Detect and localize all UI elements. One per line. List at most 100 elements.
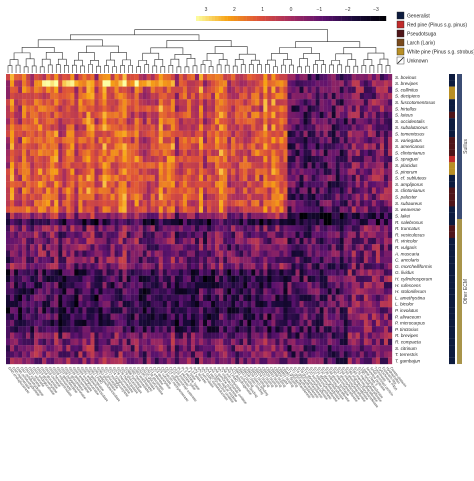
heatmap-cell [34,313,39,321]
heatmap-cell [114,181,119,188]
heatmap-cell [98,200,103,207]
heatmap-cell [263,193,268,201]
heatmap-cell [54,86,59,94]
heatmap-cell [82,357,87,365]
heatmap-cell [86,86,91,94]
heatmap-cell [295,80,300,87]
heatmap-cell [295,250,300,257]
heatmap-cell [126,294,131,302]
dendrogram-branch [138,60,148,67]
heatmap-cell [178,206,184,213]
heatmap-cell [359,200,364,207]
heatmap-cell [275,86,280,94]
heatmap-cell [170,345,176,352]
heatmap-cell [118,149,123,157]
heatmap-cell [331,256,336,264]
heatmap-cell [375,345,381,352]
heatmap-cell [315,307,320,314]
heatmap-cell [339,137,344,144]
heatmap-cell [235,149,240,157]
heatmap-cell [102,137,107,144]
heatmap-cell [110,74,115,81]
heatmap-cell [22,294,27,302]
heatmap-cell [223,187,228,194]
heatmap-cell [223,219,228,226]
heatmap-cell [363,256,369,264]
heatmap-cell [58,86,63,94]
heatmap-cell [287,307,292,314]
heatmap-cell [174,92,180,100]
heatmap-cell [327,200,332,207]
heatmap-cell [371,193,377,201]
heatmap-cell [126,288,131,295]
heatmap-cell [122,288,127,295]
heatmap-cell [259,149,264,157]
heatmap-cell [62,137,67,144]
heatmap-cell [94,225,99,232]
heatmap-cell [114,111,119,119]
heatmap-cell [251,326,256,333]
heatmap-cell [98,250,103,257]
heatmap-cell [154,313,159,321]
heatmap-cell [46,307,51,314]
heatmap-cell [106,288,111,295]
heatmap-cell [170,162,176,169]
heatmap-cell [231,294,236,302]
heatmap-cell [267,149,272,157]
heatmap-cell [174,256,180,264]
heatmap-cell [138,149,143,157]
heatmap-cell [223,118,228,125]
heatmap-cell [34,105,39,112]
heatmap-cell [383,288,389,295]
heatmap-cell [351,130,356,138]
heatmap-cell [303,244,308,251]
heatmap-cell [94,162,99,169]
heatmap-cell [106,351,111,358]
heatmap-cell [295,275,300,283]
heatmap-cell [182,345,188,352]
heatmap-cell [199,206,204,213]
heatmap-cell [271,118,276,125]
heatmap-cell [207,263,212,270]
heatmap-cell [215,99,220,106]
heatmap-cell [114,219,119,226]
heatmap-cell [154,181,159,188]
heatmap-cell [170,294,176,302]
heatmap-cell [50,206,55,213]
heatmap-cell [118,168,123,176]
heatmap-cell [275,143,280,150]
heatmap-cell [363,149,369,157]
heatmap-cell [138,187,143,194]
heatmap-cell [343,351,348,358]
heatmap-cell [78,155,83,163]
heatmap-cell [283,326,288,333]
heatmap-cell [255,256,260,264]
heatmap-cell [138,174,143,182]
heatmap-cell [355,225,360,232]
heatmap-cell [18,105,23,112]
heatmap-cell [134,155,139,163]
heatmap-cell [263,244,268,251]
heatmap-cell [46,99,51,106]
heatmap-cell [134,212,139,220]
heatmap-cell [243,244,248,251]
heatmap-cell [387,124,393,131]
heatmap-cell [279,237,284,245]
heatmap-cell [46,124,51,131]
heatmap-cell [78,168,83,176]
heatmap-cell [26,225,31,232]
heatmap-cell [307,111,312,119]
dendrogram-branch [279,47,312,54]
heatmap-cell [42,155,47,163]
heatmap-cell [14,187,19,194]
heatmap-cell [251,288,256,295]
heatmap-cell [295,288,300,295]
heatmap-cell [211,338,216,346]
heatmap-cell [42,168,47,176]
heatmap-cell [50,338,55,346]
heatmap-cell [211,187,216,194]
heatmap-cell [82,143,87,150]
heatmap-cell [158,237,163,245]
heatmap-cell [74,294,79,302]
heatmap-cell [267,168,272,176]
